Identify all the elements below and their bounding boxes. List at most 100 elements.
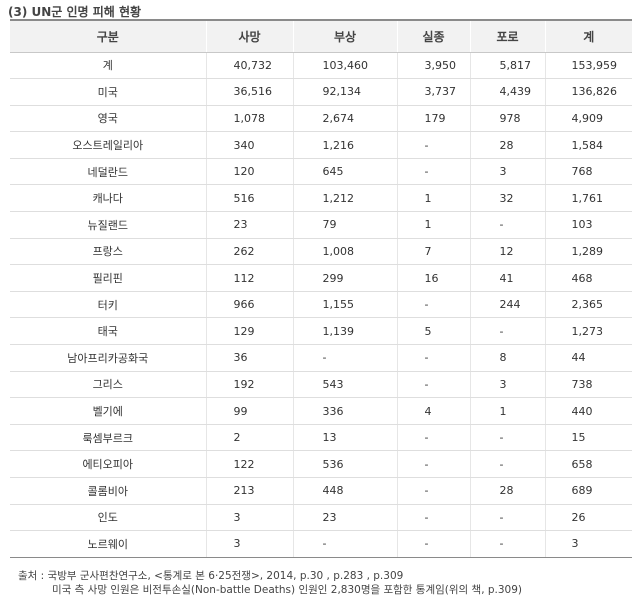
value-cell: 179 [396,105,470,133]
row-label-cell: 터키 [10,291,206,319]
value-cell: 4,909 [544,105,632,133]
table-row: 미국 36,516 92,134 3,737 4,439 136,826 [10,78,632,106]
value-cell: 3 [469,158,545,186]
table-row: 인도 3 23- -26 [10,504,632,532]
value-cell: 5 [396,317,470,346]
table-header: 구분 사망 부상 실종 포로 계 [10,19,632,53]
value-cell: - [469,211,545,239]
row-label-cell: 룩셈부르크 [10,424,206,452]
table-row: 태국 129 1,139 5-1,273 [10,317,632,346]
value-cell: 4 [396,397,470,425]
un-casualty-table: 구분 사망 부상 실종 포로 계 계 40,732 103,460 3,950 5,817 153,… [10,19,632,558]
row-label-cell: 인도 [10,504,206,532]
row-label-cell: 영국 [10,105,206,133]
value-cell: 340 [205,131,293,159]
source-note: 출처 : 국방부 군사편찬연구소, <통계로 본 6·25전쟁>, 2014, … [18,569,522,597]
row-label-cell: 계 [10,52,206,80]
column-header: 구분 [10,19,206,53]
value-cell: 3 [205,504,293,532]
value-cell: 8 [469,344,545,372]
value-cell: 1,761 [544,184,632,213]
row-label-cell: 벨기에 [10,397,206,425]
table-row: 터키 966 1,155-244 2,365 [10,291,632,319]
value-cell: - [396,504,470,532]
row-label-cell: 콜롬비아 [10,477,206,505]
column-header: 실종 [396,19,470,53]
value-cell: 7 [396,238,470,266]
value-cell: 3,737 [396,78,470,106]
row-label-cell: 오스트레일리아 [10,131,206,159]
value-cell: - [396,371,470,399]
value-cell: - [396,424,470,452]
value-cell: 12 [469,238,545,266]
value-cell: 213 [205,477,293,505]
value-cell: 2,365 [544,291,632,319]
header-row: 구분 사망 부상 실종 포로 계 [10,19,632,53]
table-row: 계 40,732 103,460 3,950 5,817 153,959 [10,52,632,80]
value-cell: 1,139 [292,317,397,346]
value-cell: 103 [544,211,632,239]
value-cell: - [396,291,470,319]
value-cell: - [396,530,470,558]
table-row: 벨기에 99 336 4 1 440 [10,397,632,425]
value-cell: 23 [292,504,397,532]
value-cell: 120 [205,158,293,186]
value-cell: - [469,504,545,532]
table-row: 남아프리카공화국 36- -8 44 [10,344,632,372]
value-cell: - [396,344,470,372]
value-cell: 41 [469,264,545,292]
value-cell: 658 [544,450,632,478]
value-cell: 262 [205,238,293,266]
value-cell: 32 [469,184,545,213]
row-label-cell: 태국 [10,317,206,346]
value-cell: 26 [544,504,632,532]
value-cell: 1,008 [292,238,397,266]
column-header: 계 [544,19,632,53]
value-cell: 440 [544,397,632,425]
source-footnote: 미국 측 사망 인원은 비전투손실(Non-battle Deaths) 인원인… [52,584,523,596]
value-cell: 3 [469,371,545,399]
value-cell: 5,817 [469,52,545,80]
table-row: 캐나다 516 1,212 1 32 1,761 [10,184,632,213]
table-row: 영국 1,078 2,674 179 978 4,909 [10,105,632,133]
value-cell: 3 [205,530,293,558]
value-cell: 16 [396,264,470,292]
table-row: 네덜란드 120 645-3 768 [10,158,632,186]
page-title: (3) UN군 인명 피해 현황 [8,5,142,19]
value-cell: 1,155 [292,291,397,319]
value-cell: - [292,344,397,372]
value-cell: 1 [396,211,470,239]
table-row: 오스트레일리아 340 1,216-28 1,584 [10,131,632,159]
table-body: 계 40,732 103,460 3,950 5,817 153,959 미국 36,516 9… [10,52,632,558]
value-cell: 122 [205,450,293,478]
value-cell: - [469,530,545,558]
table-row: 프랑스 262 1,008 7 12 1,289 [10,238,632,266]
value-cell: - [469,317,545,346]
value-cell: 4,439 [469,78,545,106]
value-cell: 448 [292,477,397,505]
value-cell: 1 [396,184,470,213]
value-cell: 645 [292,158,397,186]
value-cell: 103,460 [292,52,397,80]
value-cell: 768 [544,158,632,186]
table-row: 룩셈부르크 2 13- -15 [10,424,632,452]
table-row: 필리핀 112 299 16 41 468 [10,264,632,292]
value-cell: 23 [205,211,293,239]
value-cell: - [396,477,470,505]
column-header: 포로 [469,19,545,53]
value-cell: 966 [205,291,293,319]
row-label-cell: 미국 [10,78,206,106]
value-cell: 153,959 [544,52,632,80]
value-cell: 299 [292,264,397,292]
value-cell: 536 [292,450,397,478]
table-row: 그리스 192 543-3 738 [10,371,632,399]
row-label-cell: 그리스 [10,371,206,399]
table-row: 콜롬비아 213 448-28 689 [10,477,632,505]
value-cell: - [396,450,470,478]
value-cell: 2,674 [292,105,397,133]
value-cell: 3 [544,530,632,558]
value-cell: 136,826 [544,78,632,106]
value-cell: - [396,158,470,186]
value-cell: 1,216 [292,131,397,159]
casualty-table-container: 구분 사망 부상 실종 포로 계 계 40,732 103,460 3,950 5,817 153,… [10,19,632,558]
